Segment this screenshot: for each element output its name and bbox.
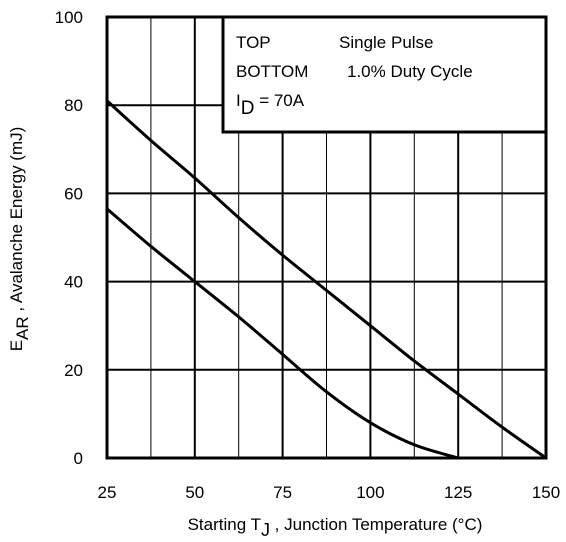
y-tick-label: 80 [64, 96, 83, 115]
y-tick-label: 20 [64, 361, 83, 380]
y-axis-title: EAR , Avalanche Energy (mJ) [7, 127, 32, 352]
legend-box [221, 15, 548, 134]
y-axis-title-subscript: AR [13, 316, 32, 340]
legend-condition: ID = 70A [236, 91, 305, 119]
legend-condition-subscript: D [241, 98, 255, 119]
legend-condition-suffix: = 70A [254, 91, 304, 110]
x-tick-label: 125 [444, 483, 472, 502]
y-tick-labels: 0 20 40 60 80 100 [55, 8, 83, 468]
plot-frame [105, 15, 548, 460]
legend-top-key: TOP [236, 33, 271, 52]
x-axis-title: Starting TJ , Junction Temperature (°C) [188, 515, 483, 540]
y-axis-title-suffix: , Avalanche Energy (mJ) [7, 127, 26, 317]
x-tick-label: 100 [356, 483, 384, 502]
series-line-top [105, 99, 547, 460]
y-tick-label: 40 [64, 273, 83, 292]
legend-condition-prefix: I [236, 91, 241, 110]
x-tick-labels: 25 50 75 100 125 150 [98, 483, 561, 502]
x-tick-label: 150 [532, 483, 560, 502]
legend: TOP Single Pulse BOTTOM 1.0% Duty Cycle … [221, 15, 548, 134]
data-series [105, 99, 547, 460]
legend-bottom-key: BOTTOM [236, 62, 308, 81]
y-tick-label: 0 [74, 449, 83, 468]
y-tick-label: 100 [55, 8, 83, 27]
x-axis-title-suffix: , Junction Temperature (°C) [270, 515, 482, 534]
x-tick-label: 25 [98, 483, 117, 502]
y-axis-title-prefix: E [7, 340, 26, 351]
x-tick-label: 75 [273, 483, 292, 502]
legend-bottom-value: 1.0% Duty Cycle [347, 62, 473, 81]
series-line-bottom [106, 207, 459, 460]
y-tick-label: 60 [64, 184, 83, 203]
legend-top-value: Single Pulse [339, 33, 434, 52]
x-axis-title-prefix: Starting T [188, 515, 261, 534]
x-axis-title-subscript: J [261, 520, 270, 540]
x-tick-label: 50 [185, 483, 204, 502]
